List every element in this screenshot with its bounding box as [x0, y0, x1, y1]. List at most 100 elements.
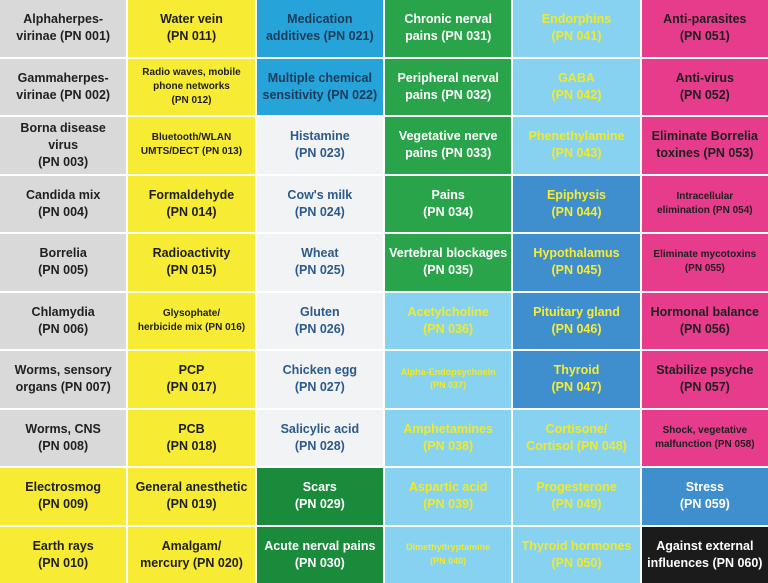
program-cell[interactable]: Chicken egg (PN 027): [256, 351, 383, 408]
program-cell[interactable]: Multiple chemical sensitivity (PN 022): [256, 58, 383, 115]
program-cell[interactable]: Scars (PN 029): [256, 468, 383, 525]
program-name: Electrosmog: [25, 480, 102, 495]
program-cell[interactable]: Acetylcholine (PN 036): [385, 292, 512, 349]
program-code: (PN 042): [551, 87, 602, 102]
program-code: (PN 030): [294, 555, 345, 570]
program-code: (PN 003): [38, 154, 89, 169]
program-name: Eliminate Borrelia: [651, 129, 758, 144]
program-name: Stabilize psyche: [656, 363, 754, 378]
program-cell[interactable]: Acute nerval pains (PN 030): [256, 526, 383, 583]
program-cell[interactable]: Chronic nerval pains (PN 031): [385, 0, 512, 57]
program-cell[interactable]: Thyroid hormones (PN 050): [513, 526, 640, 583]
program-cell[interactable]: Earth rays (PN 010): [0, 526, 127, 583]
program-cell[interactable]: Vegetative nerve pains (PN 033): [385, 117, 512, 174]
program-cell[interactable]: Vertebral blockages (PN 035): [385, 234, 512, 291]
program-cell[interactable]: Pains (PN 034): [385, 175, 512, 232]
program-cell[interactable]: Cow's milk (PN 024): [256, 175, 383, 232]
program-cell[interactable]: Peripheral nerval pains (PN 032): [385, 58, 512, 115]
program-cell[interactable]: Cortisone/Cortisol (PN 048): [513, 409, 640, 466]
program-cell[interactable]: Pituitary gland (PN 046): [513, 292, 640, 349]
program-name: Hypothalamus: [533, 246, 620, 261]
program-cell[interactable]: Candida mix (PN 004): [0, 175, 127, 232]
program-cell[interactable]: Hypothalamus (PN 045): [513, 234, 640, 291]
program-cell[interactable]: Formaldehyde (PN 014): [128, 175, 255, 232]
program-cell[interactable]: Salicylic acid (PN 028): [256, 409, 383, 466]
program-cell[interactable]: Worms, sensory organs (PN 007): [0, 351, 127, 408]
program-cell[interactable]: Shock, vegetative malfunction (PN 058): [641, 409, 768, 466]
program-code: malfunction (PN 058): [655, 438, 755, 450]
program-cell[interactable]: Alpha-Endopsychosin (PN 037): [385, 351, 512, 408]
program-code: (PN 034): [423, 204, 474, 219]
program-name: Cow's milk: [287, 187, 353, 202]
program-cell[interactable]: Amphetamines (PN 038): [385, 409, 512, 466]
program-cell[interactable]: Bluetooth/WLAN UMTS/DECT (PN 013): [128, 117, 255, 174]
program-name: Gammaherpes-: [17, 70, 109, 85]
program-name: Endorphins: [541, 12, 612, 27]
program-cell[interactable]: Medication additives (PN 021): [256, 0, 383, 57]
program-code: UMTS/DECT (PN 013): [140, 146, 243, 158]
program-cell[interactable]: Chlamydia (PN 006): [0, 292, 127, 349]
program-cell[interactable]: Gluten (PN 026): [256, 292, 383, 349]
program-code: (PN 043): [551, 146, 602, 161]
program-code: (PN 051): [679, 29, 730, 44]
program-cell[interactable]: PCP (PN 017): [128, 351, 255, 408]
program-cell[interactable]: Dimethyltryptamine (PN 040): [385, 526, 512, 583]
program-name: Against external: [656, 538, 754, 553]
program-cell[interactable]: General anesthetic (PN 019): [128, 468, 255, 525]
program-cell[interactable]: Epiphysis (PN 044): [513, 175, 640, 232]
program-code: virinae (PN 001): [16, 29, 111, 44]
program-cell[interactable]: Anti-virus (PN 052): [641, 58, 768, 115]
program-name: Amphetamines: [403, 421, 493, 436]
program-cell[interactable]: Stress (PN 059): [641, 468, 768, 525]
program-code: organs (PN 007): [15, 380, 111, 395]
program-name: Formaldehyde: [148, 187, 235, 202]
program-cell[interactable]: Anti-parasites (PN 051): [641, 0, 768, 57]
program-name: Worms, CNS: [25, 421, 101, 436]
program-code: (PN 047): [551, 380, 602, 395]
program-code: sensitivity (PN 022): [262, 87, 378, 102]
program-name: Alpha-Endopsychosin: [400, 366, 496, 377]
program-cell[interactable]: Intracellular elimination (PN 054): [641, 175, 768, 232]
program-cell[interactable]: Eliminate Borrelia toxines (PN 053): [641, 117, 768, 174]
program-cell[interactable]: Electrosmog (PN 009): [0, 468, 127, 525]
program-cell[interactable]: Progesterone (PN 049): [513, 468, 640, 525]
program-cell[interactable]: Stabilize psyche (PN 057): [641, 351, 768, 408]
program-code: additives (PN 021): [265, 29, 374, 44]
program-code: pains (PN 032): [405, 87, 492, 102]
program-code: (PN 039): [423, 497, 474, 512]
program-cell[interactable]: Aspartic acid (PN 039): [385, 468, 512, 525]
program-cell[interactable]: Phenethylamine (PN 043): [513, 117, 640, 174]
program-cell[interactable]: Radioactivity (PN 015): [128, 234, 255, 291]
program-code: (PN 045): [551, 263, 602, 278]
program-cell[interactable]: Alphaherpes-virinae (PN 001): [0, 0, 127, 57]
program-cell[interactable]: Borna disease virus (PN 003): [0, 117, 127, 174]
program-name: Anti-parasites: [663, 12, 747, 27]
program-cell[interactable]: Histamine (PN 023): [256, 117, 383, 174]
program-cell[interactable]: Worms, CNS (PN 008): [0, 409, 127, 466]
program-cell[interactable]: Glysophate/herbicide mix (PN 016): [128, 292, 255, 349]
program-code: (PN 012): [171, 94, 212, 106]
program-name: Worms, sensory: [14, 363, 112, 378]
program-cell[interactable]: Borrelia (PN 005): [0, 234, 127, 291]
program-name: Earth rays: [32, 538, 94, 553]
program-cell[interactable]: Gammaherpes-virinae (PN 002): [0, 58, 127, 115]
program-code: (PN 019): [166, 497, 217, 512]
program-cell[interactable]: GABA (PN 042): [513, 58, 640, 115]
program-name: Scars: [302, 480, 337, 495]
program-cell[interactable]: PCB (PN 018): [128, 409, 255, 466]
program-cell[interactable]: Amalgam/mercury (PN 020): [128, 526, 255, 583]
program-cell[interactable]: Thyroid (PN 047): [513, 351, 640, 408]
program-cell[interactable]: Radio waves, mobile phone networks (PN 01…: [128, 58, 255, 115]
program-name: Salicylic acid: [280, 421, 360, 436]
program-name: Chronic nerval: [404, 12, 492, 27]
program-name: Radioactivity: [152, 246, 231, 261]
program-cell[interactable]: Hormonal balance (PN 056): [641, 292, 768, 349]
program-cell[interactable]: Eliminate mycotoxins (PN 055): [641, 234, 768, 291]
program-cell[interactable]: Wheat (PN 025): [256, 234, 383, 291]
program-cell[interactable]: Against external influences (PN 060): [641, 526, 768, 583]
program-code: (PN 006): [38, 321, 89, 336]
program-cell[interactable]: Water vein (PN 011): [128, 0, 255, 57]
program-cell[interactable]: Endorphins (PN 041): [513, 0, 640, 57]
program-code: (PN 038): [423, 438, 474, 453]
